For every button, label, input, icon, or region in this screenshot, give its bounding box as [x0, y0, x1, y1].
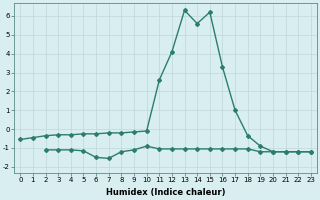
X-axis label: Humidex (Indice chaleur): Humidex (Indice chaleur)	[106, 188, 225, 197]
